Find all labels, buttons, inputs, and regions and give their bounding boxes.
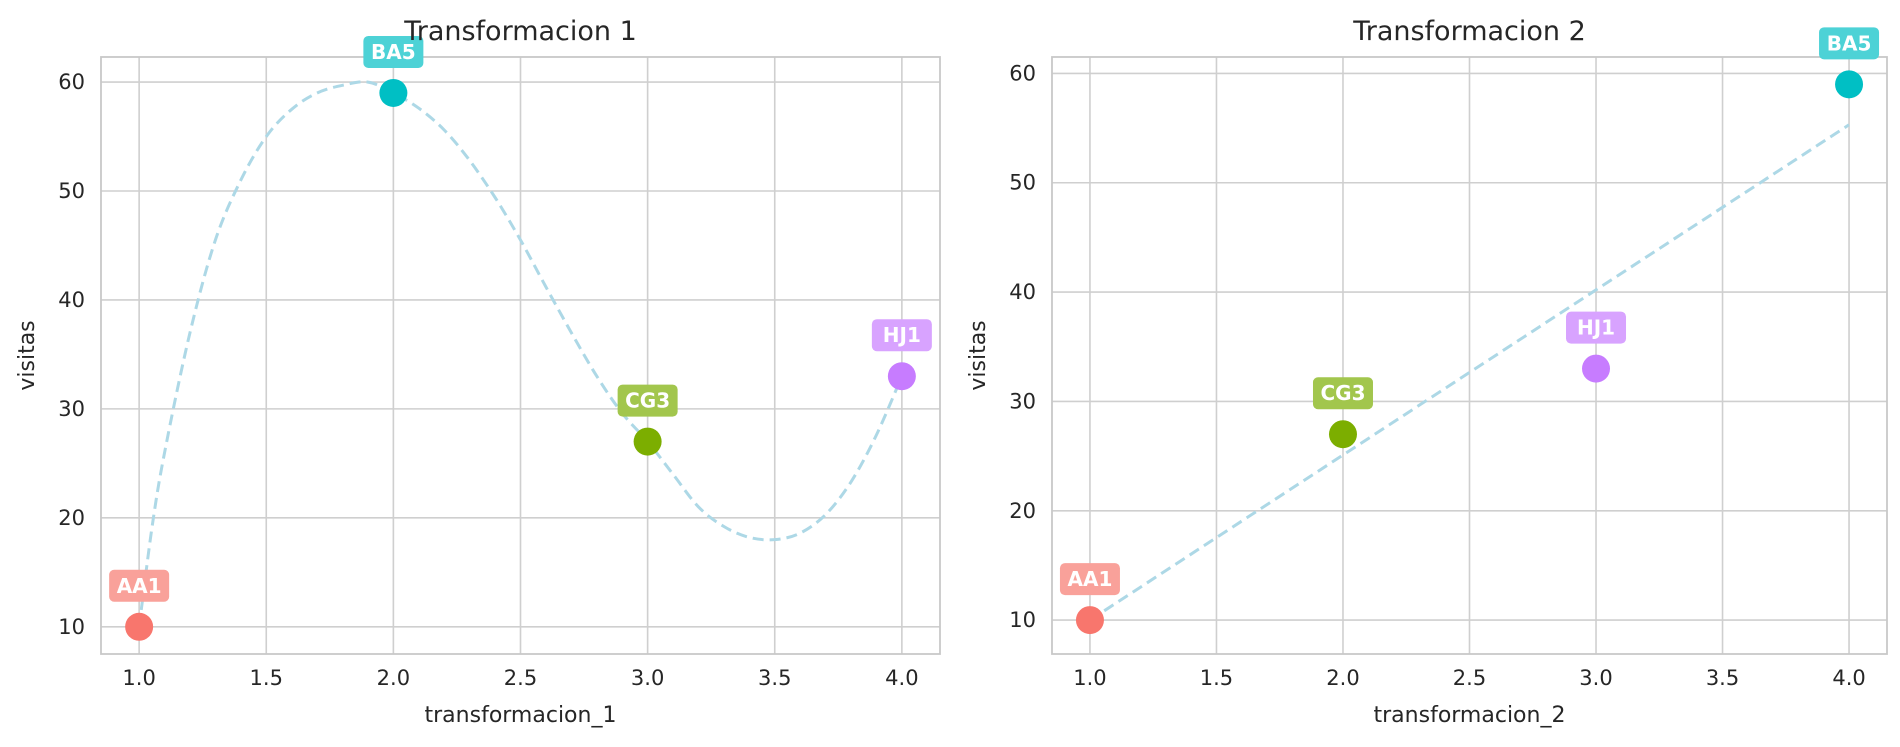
subplot-1-fit-line bbox=[137, 80, 904, 627]
point-label-box-ba5 bbox=[1819, 27, 1880, 60]
subplot-2-points: AA1 CG3 HJ1 BA5 bbox=[1059, 27, 1880, 635]
point-hj1 bbox=[1582, 354, 1611, 383]
subplot-2-yticks: 10 20 30 40 50 60 bbox=[1009, 61, 1036, 632]
subplot-1: AA1 BA5 CG3 HJ1 1.0 1.5 2.0 2.5 3.0 3.5 4.0 10 20 3… bbox=[15, 16, 941, 728]
x-tick-label: 3.0 bbox=[631, 666, 664, 690]
y-tick-label: 50 bbox=[1009, 171, 1036, 195]
x-tick-label: 2.5 bbox=[1453, 666, 1486, 690]
point-label-box-hj1 bbox=[1566, 311, 1627, 344]
y-tick-label: 30 bbox=[58, 397, 85, 421]
x-tick-label: 3.0 bbox=[1579, 666, 1612, 690]
point-cg3 bbox=[1328, 420, 1357, 449]
subplot-1-frame bbox=[100, 56, 941, 655]
subplot-2-ylabel: visitas bbox=[966, 320, 991, 390]
y-tick-label: 20 bbox=[1009, 499, 1036, 523]
point-cg3 bbox=[633, 427, 662, 456]
x-tick-label: 4.0 bbox=[1832, 666, 1865, 690]
subplot-2-xticks: 1.0 1.5 2.0 2.5 3.0 3.5 4.0 bbox=[1073, 666, 1865, 690]
x-tick-label: 1.5 bbox=[250, 666, 283, 690]
point-ba5 bbox=[379, 78, 408, 107]
point-aa1 bbox=[125, 612, 154, 641]
point-label-box-hj1 bbox=[871, 319, 932, 352]
subplot-1-grid bbox=[101, 57, 940, 654]
point-aa1 bbox=[1075, 606, 1104, 635]
y-tick-label: 40 bbox=[1009, 280, 1036, 304]
point-label-hj1: HJ1 bbox=[1577, 316, 1615, 340]
point-label-box-aa1 bbox=[109, 569, 170, 602]
x-tick-label: 2.0 bbox=[377, 666, 410, 690]
subplot-1-xticks: 1.0 1.5 2.0 2.5 3.0 3.5 4.0 bbox=[122, 666, 918, 690]
x-tick-label: 1.0 bbox=[1073, 666, 1106, 690]
point-label-aa1: AA1 bbox=[117, 574, 162, 598]
subplot-2: AA1 CG3 HJ1 BA5 1.0 1.5 2.0 2.5 3.0 3.5 4.0 10 20 3… bbox=[966, 16, 1888, 728]
subplot-1-xlabel: transformacion_1 bbox=[425, 703, 617, 728]
point-hj1 bbox=[887, 362, 916, 391]
x-tick-label: 4.0 bbox=[885, 666, 918, 690]
subplot-2-frame bbox=[1051, 56, 1888, 655]
point-label-cg3: CG3 bbox=[1320, 381, 1365, 405]
subplot-1-title: Transformacion 1 bbox=[403, 16, 637, 47]
subplot-2-fit-line bbox=[1089, 123, 1850, 622]
subplot-1-yticks: 10 20 30 40 50 60 bbox=[58, 70, 85, 639]
point-label-ba5: BA5 bbox=[1827, 31, 1872, 55]
y-tick-label: 30 bbox=[1009, 389, 1036, 413]
y-tick-label: 60 bbox=[1009, 61, 1036, 85]
y-tick-label: 20 bbox=[58, 506, 85, 530]
subplot-1-points: AA1 BA5 CG3 HJ1 bbox=[109, 35, 932, 641]
subplot-2-title: Transformacion 2 bbox=[1352, 16, 1586, 47]
point-label-aa1: AA1 bbox=[1068, 567, 1113, 591]
x-tick-label: 3.5 bbox=[1706, 666, 1739, 690]
y-tick-label: 50 bbox=[58, 179, 85, 203]
point-label-ba5: BA5 bbox=[371, 40, 416, 64]
y-tick-label: 10 bbox=[58, 615, 85, 639]
point-label-cg3: CG3 bbox=[625, 389, 670, 413]
x-tick-label: 2.0 bbox=[1326, 666, 1359, 690]
point-label-box-aa1 bbox=[1059, 563, 1120, 596]
point-label-box-ba5 bbox=[363, 35, 424, 68]
point-label-box-cg3 bbox=[617, 384, 678, 417]
x-tick-label: 3.5 bbox=[758, 666, 791, 690]
y-tick-label: 10 bbox=[1009, 608, 1036, 632]
point-ba5 bbox=[1835, 70, 1864, 99]
subplot-1-ylabel: visitas bbox=[15, 320, 40, 390]
point-label-hj1: HJ1 bbox=[883, 323, 921, 347]
subplot-2-xlabel: transformacion_2 bbox=[1374, 703, 1566, 728]
x-tick-label: 2.5 bbox=[504, 666, 537, 690]
y-tick-label: 60 bbox=[58, 70, 85, 94]
y-tick-label: 40 bbox=[58, 288, 85, 312]
x-tick-label: 1.0 bbox=[122, 666, 155, 690]
subplot-2-grid bbox=[1052, 57, 1887, 654]
point-label-box-cg3 bbox=[1312, 377, 1373, 410]
x-tick-label: 1.5 bbox=[1200, 666, 1233, 690]
